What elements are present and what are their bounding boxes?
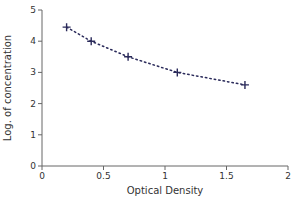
- y-tick: [38, 166, 42, 167]
- marker: [87, 37, 95, 45]
- y-tick-label: 0: [30, 161, 36, 171]
- x-tick-label: 0.5: [96, 171, 110, 181]
- axes: 0 0.5 1 1.5 2 0 1 2 3 4 5: [30, 5, 291, 181]
- x-tick: [226, 166, 227, 170]
- y-axis-line: [42, 10, 43, 166]
- x-tick: [42, 166, 43, 170]
- x-axis-label: Optical Density: [127, 185, 204, 196]
- y-tick-label: 4: [30, 36, 36, 46]
- x-tick-label: 2: [285, 171, 291, 181]
- marker: [63, 23, 71, 31]
- line: [67, 27, 245, 85]
- x-tick-label: 0: [39, 171, 45, 181]
- y-tick: [38, 10, 42, 11]
- y-tick: [38, 72, 42, 73]
- series: [63, 23, 249, 89]
- y-tick-label: 2: [30, 99, 36, 109]
- x-tick: [288, 166, 289, 170]
- chart: 0 0.5 1 1.5 2 0 1 2 3 4 5 Optical Density Log. of co…: [0, 0, 300, 200]
- x-tick-label: 1: [162, 171, 168, 181]
- y-tick: [38, 134, 42, 135]
- y-tick: [38, 103, 42, 104]
- marker: [241, 81, 249, 89]
- y-tick-label: 5: [30, 5, 36, 15]
- y-tick-label: 3: [30, 67, 36, 77]
- marker: [124, 53, 132, 61]
- x-tick: [165, 166, 166, 170]
- y-tick-label: 1: [30, 130, 36, 140]
- x-tick: [103, 166, 104, 170]
- y-axis-label: Log. of concentration: [2, 35, 13, 141]
- y-tick: [38, 41, 42, 42]
- marker: [173, 68, 181, 76]
- x-tick-label: 1.5: [219, 171, 233, 181]
